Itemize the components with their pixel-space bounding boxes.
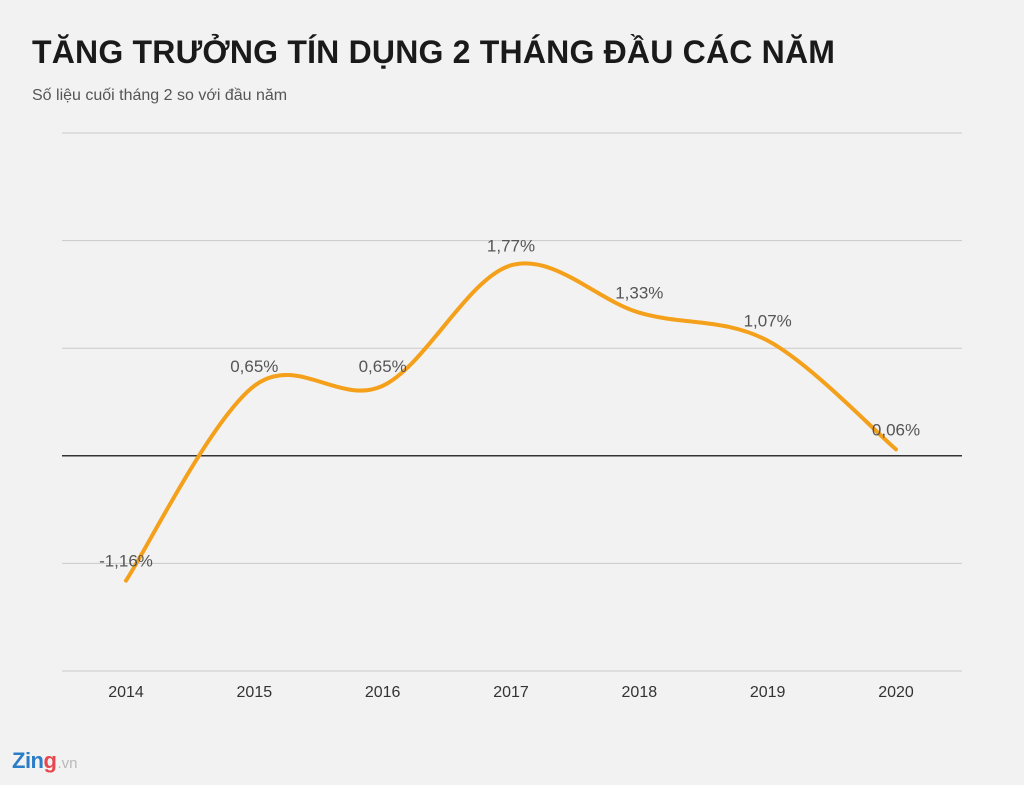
x-axis-labels: 2014 2015 2016 2017 2018 2019 2020 (108, 684, 914, 701)
series-line-group (124, 261, 898, 583)
zing-logo: Zing.vn (12, 748, 77, 774)
series-line (124, 261, 898, 583)
data-labels: -1,16% 0,65% 0,65% 1,77% 1,33% 1,07% 0,06% (99, 236, 920, 570)
x-tick-label: 2018 (622, 684, 658, 701)
data-label: 0,65% (359, 357, 407, 376)
x-tick-label: 2017 (493, 684, 529, 701)
x-tick-label: 2016 (365, 684, 401, 701)
x-tick-label: 2019 (750, 684, 786, 701)
data-label: -1,16% (99, 552, 153, 571)
logo-domain-text: .vn (57, 755, 78, 772)
data-label: 1,07% (744, 312, 792, 331)
chart-title: TĂNG TRƯỞNG TÍN DỤNG 2 THÁNG ĐẦU CÁC NĂM (32, 34, 836, 70)
chart-subtitle: Số liệu cuối tháng 2 so với đầu năm (32, 87, 288, 104)
data-label: 0,06% (872, 420, 920, 439)
grid-lines (62, 132, 962, 672)
x-tick-label: 2014 (108, 684, 144, 701)
x-tick-label: 2020 (878, 684, 914, 701)
logo-brand-text: Zing (12, 748, 57, 773)
data-label: 0,65% (230, 357, 278, 376)
x-tick-label: 2015 (237, 684, 273, 701)
data-label: 1,33% (615, 284, 663, 303)
data-label: 1,77% (487, 236, 535, 255)
